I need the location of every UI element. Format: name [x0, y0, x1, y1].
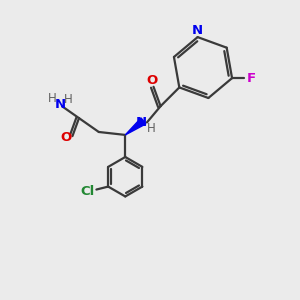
- Text: N: N: [55, 98, 66, 111]
- Text: H: H: [48, 92, 57, 105]
- Text: O: O: [146, 74, 158, 87]
- Text: Cl: Cl: [80, 184, 95, 197]
- Polygon shape: [125, 118, 146, 135]
- Text: H: H: [147, 122, 156, 135]
- Text: H: H: [64, 93, 73, 106]
- Text: F: F: [247, 72, 256, 85]
- Text: N: N: [192, 24, 203, 37]
- Text: O: O: [60, 131, 72, 144]
- Text: N: N: [136, 116, 147, 129]
